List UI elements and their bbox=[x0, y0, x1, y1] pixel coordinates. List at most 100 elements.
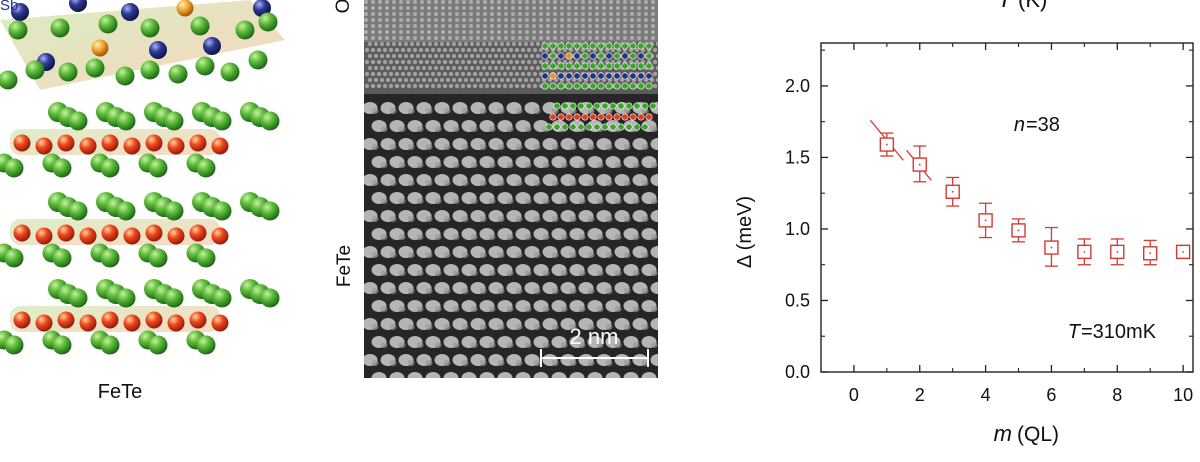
stem-dot bbox=[364, 47, 370, 53]
stem-dot bbox=[551, 216, 559, 222]
stem-dot bbox=[380, 342, 388, 348]
stem-dot bbox=[416, 198, 424, 204]
stem-dot bbox=[560, 36, 564, 40]
stem-dot bbox=[632, 162, 640, 168]
stem-dot bbox=[602, 18, 606, 22]
stem-dot bbox=[546, 12, 550, 16]
stem-dot bbox=[605, 360, 613, 366]
stem-dot bbox=[533, 360, 541, 366]
stem-dot bbox=[391, 41, 397, 47]
stem-dot bbox=[581, 36, 585, 40]
stem-dot bbox=[441, 18, 445, 22]
stem-dot bbox=[391, 77, 397, 83]
stem-dot bbox=[433, 41, 439, 47]
stem-dot bbox=[391, 65, 397, 71]
overlay-atom bbox=[541, 42, 549, 50]
stem-dot bbox=[413, 18, 417, 22]
stem-dot bbox=[448, 71, 454, 77]
stem-dot bbox=[425, 360, 433, 366]
stem-dot bbox=[479, 180, 487, 186]
structure-top-label: Sb bbox=[0, 0, 18, 14]
data-point bbox=[1175, 244, 1191, 260]
stem-dot bbox=[488, 198, 496, 204]
stem-dot bbox=[370, 59, 376, 65]
overlay-atom bbox=[637, 82, 645, 90]
stem-dot bbox=[533, 180, 541, 186]
stem-dot bbox=[644, 0, 648, 4]
stem-dot bbox=[497, 288, 505, 294]
stem-dot bbox=[441, 30, 445, 34]
stem-dot bbox=[461, 372, 477, 378]
stem-dot bbox=[610, 47, 616, 53]
te-atom bbox=[50, 18, 70, 38]
stem-dot bbox=[533, 288, 541, 294]
stem-dot bbox=[478, 47, 484, 53]
stem-dot bbox=[524, 198, 532, 204]
stem-dot bbox=[511, 36, 515, 40]
te-atom bbox=[164, 111, 184, 131]
stem-dot bbox=[470, 270, 478, 276]
stem-dot bbox=[518, 36, 522, 40]
stem-dot bbox=[630, 12, 634, 16]
fe-atom bbox=[35, 227, 53, 245]
stem-dot bbox=[605, 324, 613, 330]
stem-dot bbox=[578, 270, 586, 276]
annotation-n-symbol: n bbox=[1014, 114, 1025, 136]
stem-dot bbox=[515, 324, 523, 330]
stem-dot bbox=[569, 360, 577, 366]
stem-dot bbox=[412, 83, 418, 89]
stem-dot bbox=[551, 324, 559, 330]
fe-atom bbox=[189, 224, 207, 242]
stem-dot bbox=[588, 24, 592, 28]
stem-dot bbox=[515, 252, 523, 258]
stem-dot bbox=[623, 372, 639, 378]
stem-dot bbox=[560, 270, 568, 276]
stem-dot bbox=[542, 162, 550, 168]
overlay-atom bbox=[613, 82, 621, 90]
stem-dot bbox=[567, 0, 571, 4]
stem-dot bbox=[371, 6, 375, 10]
stem-dot bbox=[497, 6, 501, 10]
stem-dot bbox=[587, 216, 595, 222]
stem-dot bbox=[508, 71, 514, 77]
stem-dot bbox=[460, 71, 466, 77]
overlay-atom bbox=[565, 52, 573, 60]
stem-dot bbox=[574, 30, 578, 34]
stem-dot bbox=[520, 71, 526, 77]
stem-dot bbox=[484, 59, 490, 65]
stem-dot bbox=[546, 18, 550, 22]
stem-dot bbox=[406, 24, 410, 28]
stem-dot bbox=[609, 12, 613, 16]
te-atom bbox=[116, 111, 136, 131]
stem-dot bbox=[398, 162, 406, 168]
stem-dot bbox=[416, 126, 424, 132]
stem-dot bbox=[634, 59, 640, 65]
overlay-atom bbox=[577, 123, 585, 131]
stem-dot bbox=[587, 252, 595, 258]
te-atom bbox=[164, 201, 184, 221]
stem-dot bbox=[490, 0, 494, 4]
stem-dot bbox=[415, 65, 421, 71]
stem-dot bbox=[407, 324, 415, 330]
stem-dot bbox=[451, 77, 457, 83]
stem-dot bbox=[605, 252, 613, 258]
overlay-atom bbox=[573, 52, 581, 60]
y-tick-label: 1.5 bbox=[785, 147, 810, 167]
overlay-atom bbox=[625, 102, 633, 110]
stem-dot bbox=[481, 65, 487, 71]
bi-atom bbox=[91, 39, 109, 57]
stem-dot bbox=[364, 24, 368, 28]
te-atom bbox=[148, 248, 168, 268]
stem-dot bbox=[533, 144, 541, 150]
stem-dot bbox=[588, 0, 592, 4]
overlay-atom bbox=[645, 42, 653, 50]
stem-dot bbox=[532, 36, 536, 40]
structure-label: FeTe bbox=[98, 381, 142, 403]
stem-dot bbox=[421, 65, 427, 71]
stem-dot bbox=[371, 324, 379, 330]
stem-dot bbox=[463, 41, 469, 47]
stem-dot bbox=[479, 108, 487, 114]
stem-dot bbox=[605, 216, 613, 222]
stem-dot bbox=[481, 41, 487, 47]
overlay-atom bbox=[565, 82, 573, 90]
